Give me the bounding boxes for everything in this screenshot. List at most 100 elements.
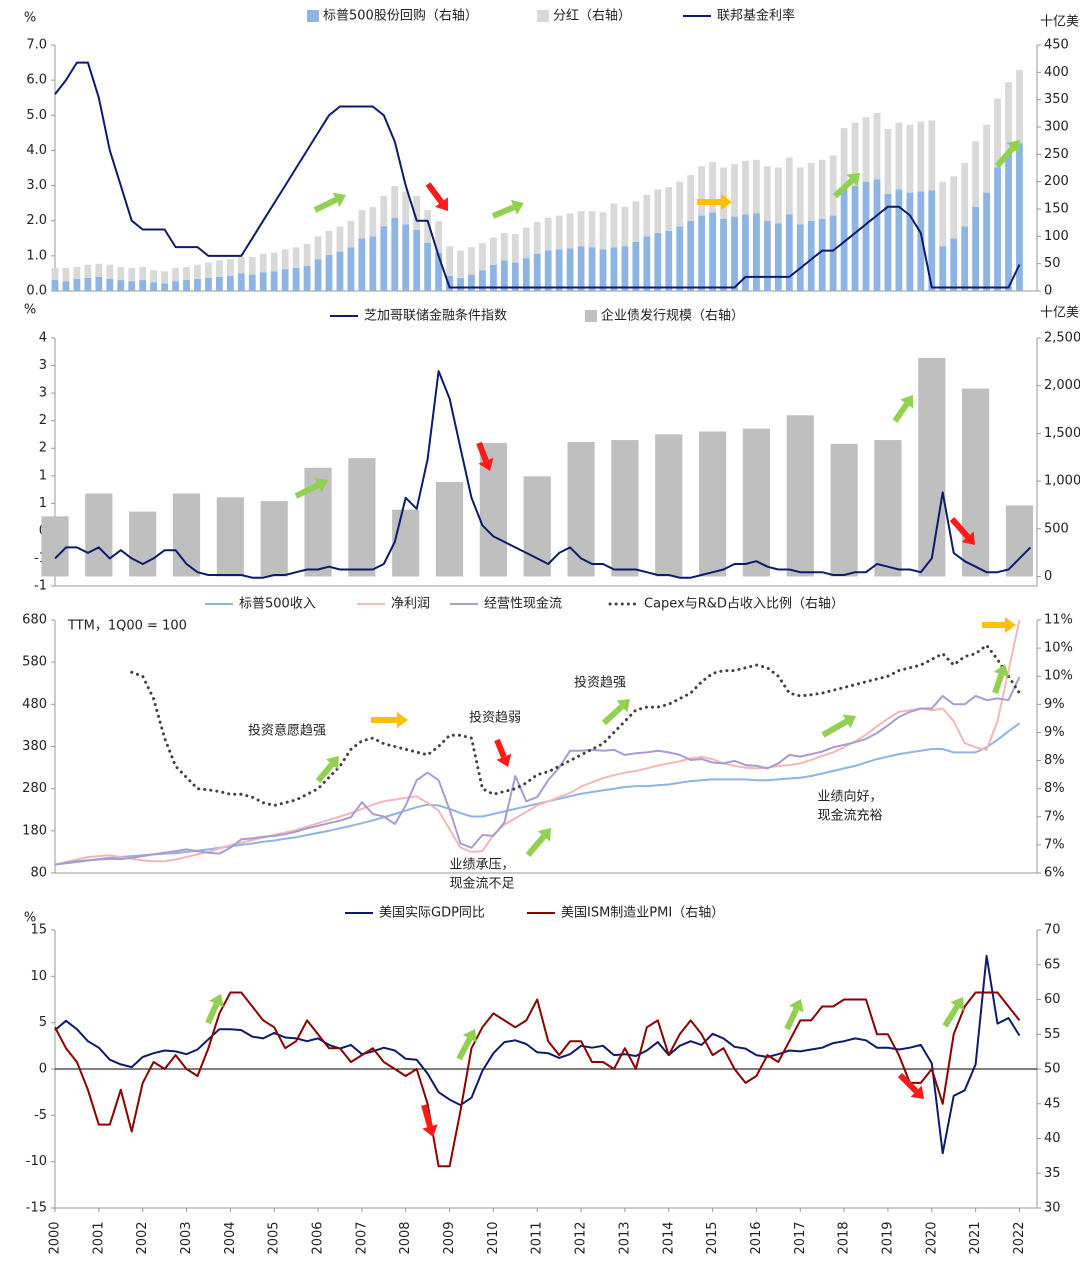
y2-tick-label: 65 bbox=[1044, 957, 1061, 972]
arrow-head bbox=[435, 197, 448, 211]
y2-tick-label: 60 bbox=[1044, 992, 1061, 1007]
bar bbox=[588, 211, 596, 248]
y-tick-label: 3 bbox=[39, 386, 47, 401]
y2-tick-label: 45 bbox=[1044, 1096, 1061, 1111]
arrow-head bbox=[1006, 140, 1020, 154]
bar bbox=[435, 221, 442, 253]
bar bbox=[962, 388, 990, 577]
bar bbox=[742, 160, 749, 215]
legend-swatch bbox=[537, 10, 549, 22]
y-tick-label: 3.0 bbox=[26, 178, 47, 193]
y2-tick-label: 500 bbox=[1044, 521, 1069, 536]
x-tick-label: 2006 bbox=[311, 1221, 326, 1254]
bar bbox=[139, 266, 147, 281]
annotation: 现金流不足 bbox=[449, 876, 514, 892]
bar bbox=[391, 186, 399, 218]
bar bbox=[1016, 70, 1023, 144]
y2-tick-label: 200 bbox=[1044, 174, 1069, 189]
bar bbox=[446, 275, 453, 291]
bar bbox=[742, 214, 749, 291]
bar bbox=[567, 441, 595, 577]
bar bbox=[292, 247, 300, 269]
line bbox=[54, 722, 1021, 866]
y-tick-label: 7.0 bbox=[26, 38, 47, 53]
x-tick-label: 2019 bbox=[880, 1221, 895, 1254]
y-tick-label: 4 bbox=[39, 331, 47, 346]
y-tick-label: 3 bbox=[39, 358, 47, 373]
arrow-head bbox=[510, 199, 524, 215]
arrow bbox=[601, 704, 624, 726]
arrow bbox=[313, 197, 338, 213]
bar bbox=[830, 443, 858, 577]
y-tick-label: 4.0 bbox=[26, 143, 47, 158]
bar bbox=[961, 163, 969, 227]
bar bbox=[983, 192, 990, 291]
bar bbox=[292, 268, 300, 291]
bar bbox=[73, 278, 81, 291]
bar bbox=[742, 428, 771, 577]
legend-label: 净利润 bbox=[391, 597, 430, 612]
bar bbox=[533, 253, 541, 291]
arrow-head bbox=[900, 395, 914, 409]
y-tick-label: -10 bbox=[26, 1154, 47, 1169]
bar bbox=[435, 482, 464, 577]
y-tick-label: -1 bbox=[34, 579, 47, 594]
legend-label: 芝加哥联储金融条件指数 bbox=[364, 308, 507, 324]
y-tick-label: 680 bbox=[22, 613, 47, 628]
arrow-head bbox=[314, 477, 328, 493]
bar bbox=[51, 280, 59, 291]
y-tick-label: 80 bbox=[30, 866, 47, 881]
y2-tick-label: 6% bbox=[1044, 866, 1065, 881]
arrow bbox=[784, 1007, 800, 1031]
bar bbox=[763, 221, 771, 291]
arrow bbox=[421, 1104, 433, 1128]
y-tick-label: 1.0 bbox=[26, 248, 47, 263]
x-tick-label: 2005 bbox=[267, 1221, 282, 1254]
bar bbox=[599, 249, 607, 291]
bar bbox=[676, 181, 684, 227]
bar bbox=[698, 431, 727, 577]
y-tick-label: -5 bbox=[34, 1108, 47, 1123]
y2-tick-label: 70 bbox=[1044, 923, 1061, 938]
bar bbox=[917, 121, 925, 192]
bar bbox=[807, 221, 815, 291]
bar bbox=[709, 161, 716, 213]
y2-tick-label: 400 bbox=[1044, 65, 1069, 80]
bar bbox=[983, 124, 990, 193]
arrow-head bbox=[846, 173, 860, 187]
bar bbox=[358, 210, 366, 239]
bar bbox=[402, 224, 410, 291]
bar bbox=[939, 246, 947, 291]
bar bbox=[961, 226, 969, 291]
y2-tick-label: 9% bbox=[1044, 725, 1065, 740]
bar bbox=[303, 265, 311, 291]
legend-label: 美国实际GDP同比 bbox=[379, 906, 485, 921]
bar bbox=[753, 159, 760, 214]
bar bbox=[413, 195, 421, 230]
bar bbox=[325, 254, 333, 291]
y2-tick-label: 10% bbox=[1044, 641, 1073, 656]
arrow-head bbox=[616, 699, 630, 713]
bar bbox=[544, 250, 552, 291]
bar bbox=[205, 262, 212, 278]
x-tick-label: 2016 bbox=[749, 1221, 764, 1254]
bar bbox=[610, 247, 618, 291]
arrow bbox=[491, 204, 516, 219]
y-unit: % bbox=[24, 11, 36, 26]
bar bbox=[336, 226, 344, 252]
y2-tick-label: 350 bbox=[1044, 92, 1069, 107]
bar bbox=[500, 233, 508, 261]
bar bbox=[435, 252, 442, 291]
annotation: 业绩向好， bbox=[817, 789, 882, 805]
arrow-head bbox=[721, 194, 732, 210]
bar bbox=[129, 511, 157, 577]
bar bbox=[270, 252, 278, 272]
bar bbox=[731, 164, 738, 217]
y-tick-label: 2.0 bbox=[26, 213, 47, 228]
arrow-head bbox=[397, 712, 408, 728]
annotation: 投资趋弱 bbox=[469, 710, 521, 726]
bar bbox=[489, 237, 497, 265]
y2-tick-label: 10% bbox=[1044, 669, 1073, 684]
bar bbox=[150, 282, 158, 291]
bar bbox=[522, 258, 530, 291]
